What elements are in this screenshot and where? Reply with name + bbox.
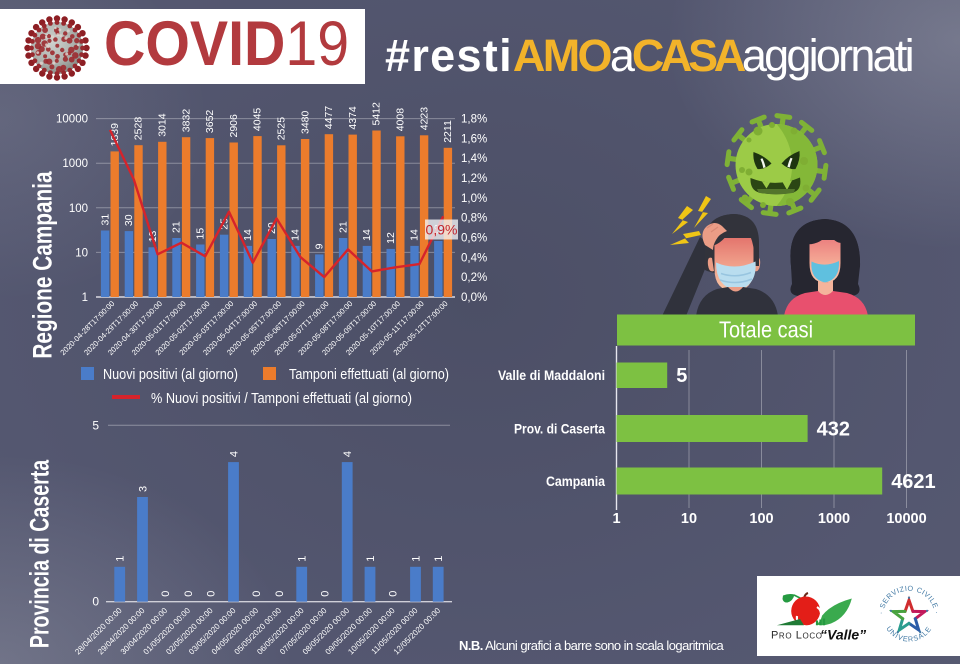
svg-text:31: 31: [99, 214, 111, 226]
svg-text:4477: 4477: [323, 106, 335, 130]
svg-text:12: 12: [385, 232, 397, 244]
svg-text:0: 0: [274, 591, 286, 597]
svg-text:10000: 10000: [886, 511, 926, 527]
svg-text:0: 0: [206, 591, 218, 597]
svg-text:9: 9: [314, 243, 326, 249]
svg-text:3014: 3014: [157, 113, 169, 137]
svg-text:4045: 4045: [252, 108, 264, 132]
svg-text:1: 1: [297, 556, 309, 562]
svg-text:4621: 4621: [891, 471, 936, 493]
svg-text:0,4%: 0,4%: [461, 252, 487, 264]
svg-text:1839: 1839: [109, 123, 121, 147]
svg-text:3832: 3832: [180, 109, 192, 133]
svg-text:21: 21: [171, 221, 183, 233]
svg-text:4223: 4223: [418, 107, 430, 131]
svg-text:30: 30: [123, 214, 135, 226]
svg-text:4008: 4008: [395, 108, 407, 132]
svg-text:14: 14: [361, 229, 373, 241]
svg-text:100: 100: [749, 511, 773, 527]
svg-text:4374: 4374: [347, 106, 359, 130]
svg-text:25: 25: [218, 218, 230, 230]
svg-text:1: 1: [433, 556, 445, 562]
svg-text:100: 100: [69, 203, 88, 215]
svg-text:4: 4: [229, 451, 241, 457]
svg-text:1,0%: 1,0%: [461, 193, 487, 205]
svg-text:1,8%: 1,8%: [461, 114, 487, 126]
svg-text:1000: 1000: [62, 158, 88, 170]
svg-text:1: 1: [612, 511, 620, 527]
svg-text:0: 0: [160, 591, 172, 597]
svg-text:14: 14: [409, 229, 421, 241]
svg-text:0,8%: 0,8%: [461, 213, 487, 225]
svg-text:15: 15: [195, 228, 207, 240]
svg-text:1,6%: 1,6%: [461, 133, 487, 145]
svg-text:21: 21: [337, 221, 349, 233]
svg-text:0,2%: 0,2%: [461, 272, 487, 284]
svg-text:1: 1: [115, 556, 127, 562]
svg-text:0: 0: [319, 591, 331, 597]
svg-text:“Valle”: “Valle”: [820, 627, 866, 643]
svg-text:2906: 2906: [228, 114, 240, 138]
svg-text:Valle di Maddaloni: Valle di Maddaloni: [498, 367, 605, 383]
svg-text:0,6%: 0,6%: [461, 233, 487, 245]
svg-text:Pro Loco: Pro Loco: [771, 630, 823, 642]
svg-text:1: 1: [365, 556, 377, 562]
svg-text:2211: 2211: [442, 120, 454, 143]
svg-text:14: 14: [290, 229, 302, 241]
svg-text:UNIVERSALE: UNIVERSALE: [884, 624, 933, 643]
svg-text:10: 10: [75, 247, 88, 259]
svg-text:10: 10: [681, 511, 697, 527]
svg-text:2528: 2528: [133, 117, 145, 141]
svg-text:5: 5: [676, 365, 687, 387]
svg-text:432: 432: [817, 419, 850, 441]
svg-text:% Nuovi positivi / Tamponi eff: % Nuovi positivi / Tamponi effettuati (a…: [151, 391, 412, 407]
svg-text:5412: 5412: [371, 102, 383, 126]
svg-text:1,2%: 1,2%: [461, 173, 487, 185]
svg-text:1: 1: [410, 556, 422, 562]
svg-text:0,0%: 0,0%: [461, 292, 487, 304]
svg-text:1,4%: 1,4%: [461, 153, 487, 165]
svg-text:0: 0: [251, 591, 263, 597]
svg-text:Nuovi positivi (al giorno): Nuovi positivi (al giorno): [103, 367, 238, 383]
svg-text:Tamponi effettuati (al giorno): Tamponi effettuati (al giorno): [289, 367, 449, 383]
svg-text:0: 0: [92, 595, 99, 609]
svg-text:0: 0: [388, 591, 400, 597]
svg-text:3480: 3480: [299, 110, 311, 134]
svg-text:3: 3: [138, 486, 150, 492]
svg-text:1000: 1000: [818, 511, 850, 527]
svg-text:14: 14: [242, 229, 254, 241]
svg-text:5: 5: [92, 419, 99, 433]
svg-text:0,9%: 0,9%: [426, 222, 458, 238]
svg-text:0: 0: [183, 591, 195, 597]
svg-text:4: 4: [342, 451, 354, 457]
svg-text:10000: 10000: [56, 114, 88, 126]
svg-text:Totale casi: Totale casi: [719, 317, 813, 343]
svg-text:1: 1: [82, 292, 88, 304]
svg-text:2525: 2525: [276, 117, 288, 141]
svg-text:3652: 3652: [204, 110, 216, 134]
svg-text:Campania: Campania: [546, 473, 605, 489]
svg-text:Prov. di Caserta: Prov. di Caserta: [514, 421, 605, 437]
